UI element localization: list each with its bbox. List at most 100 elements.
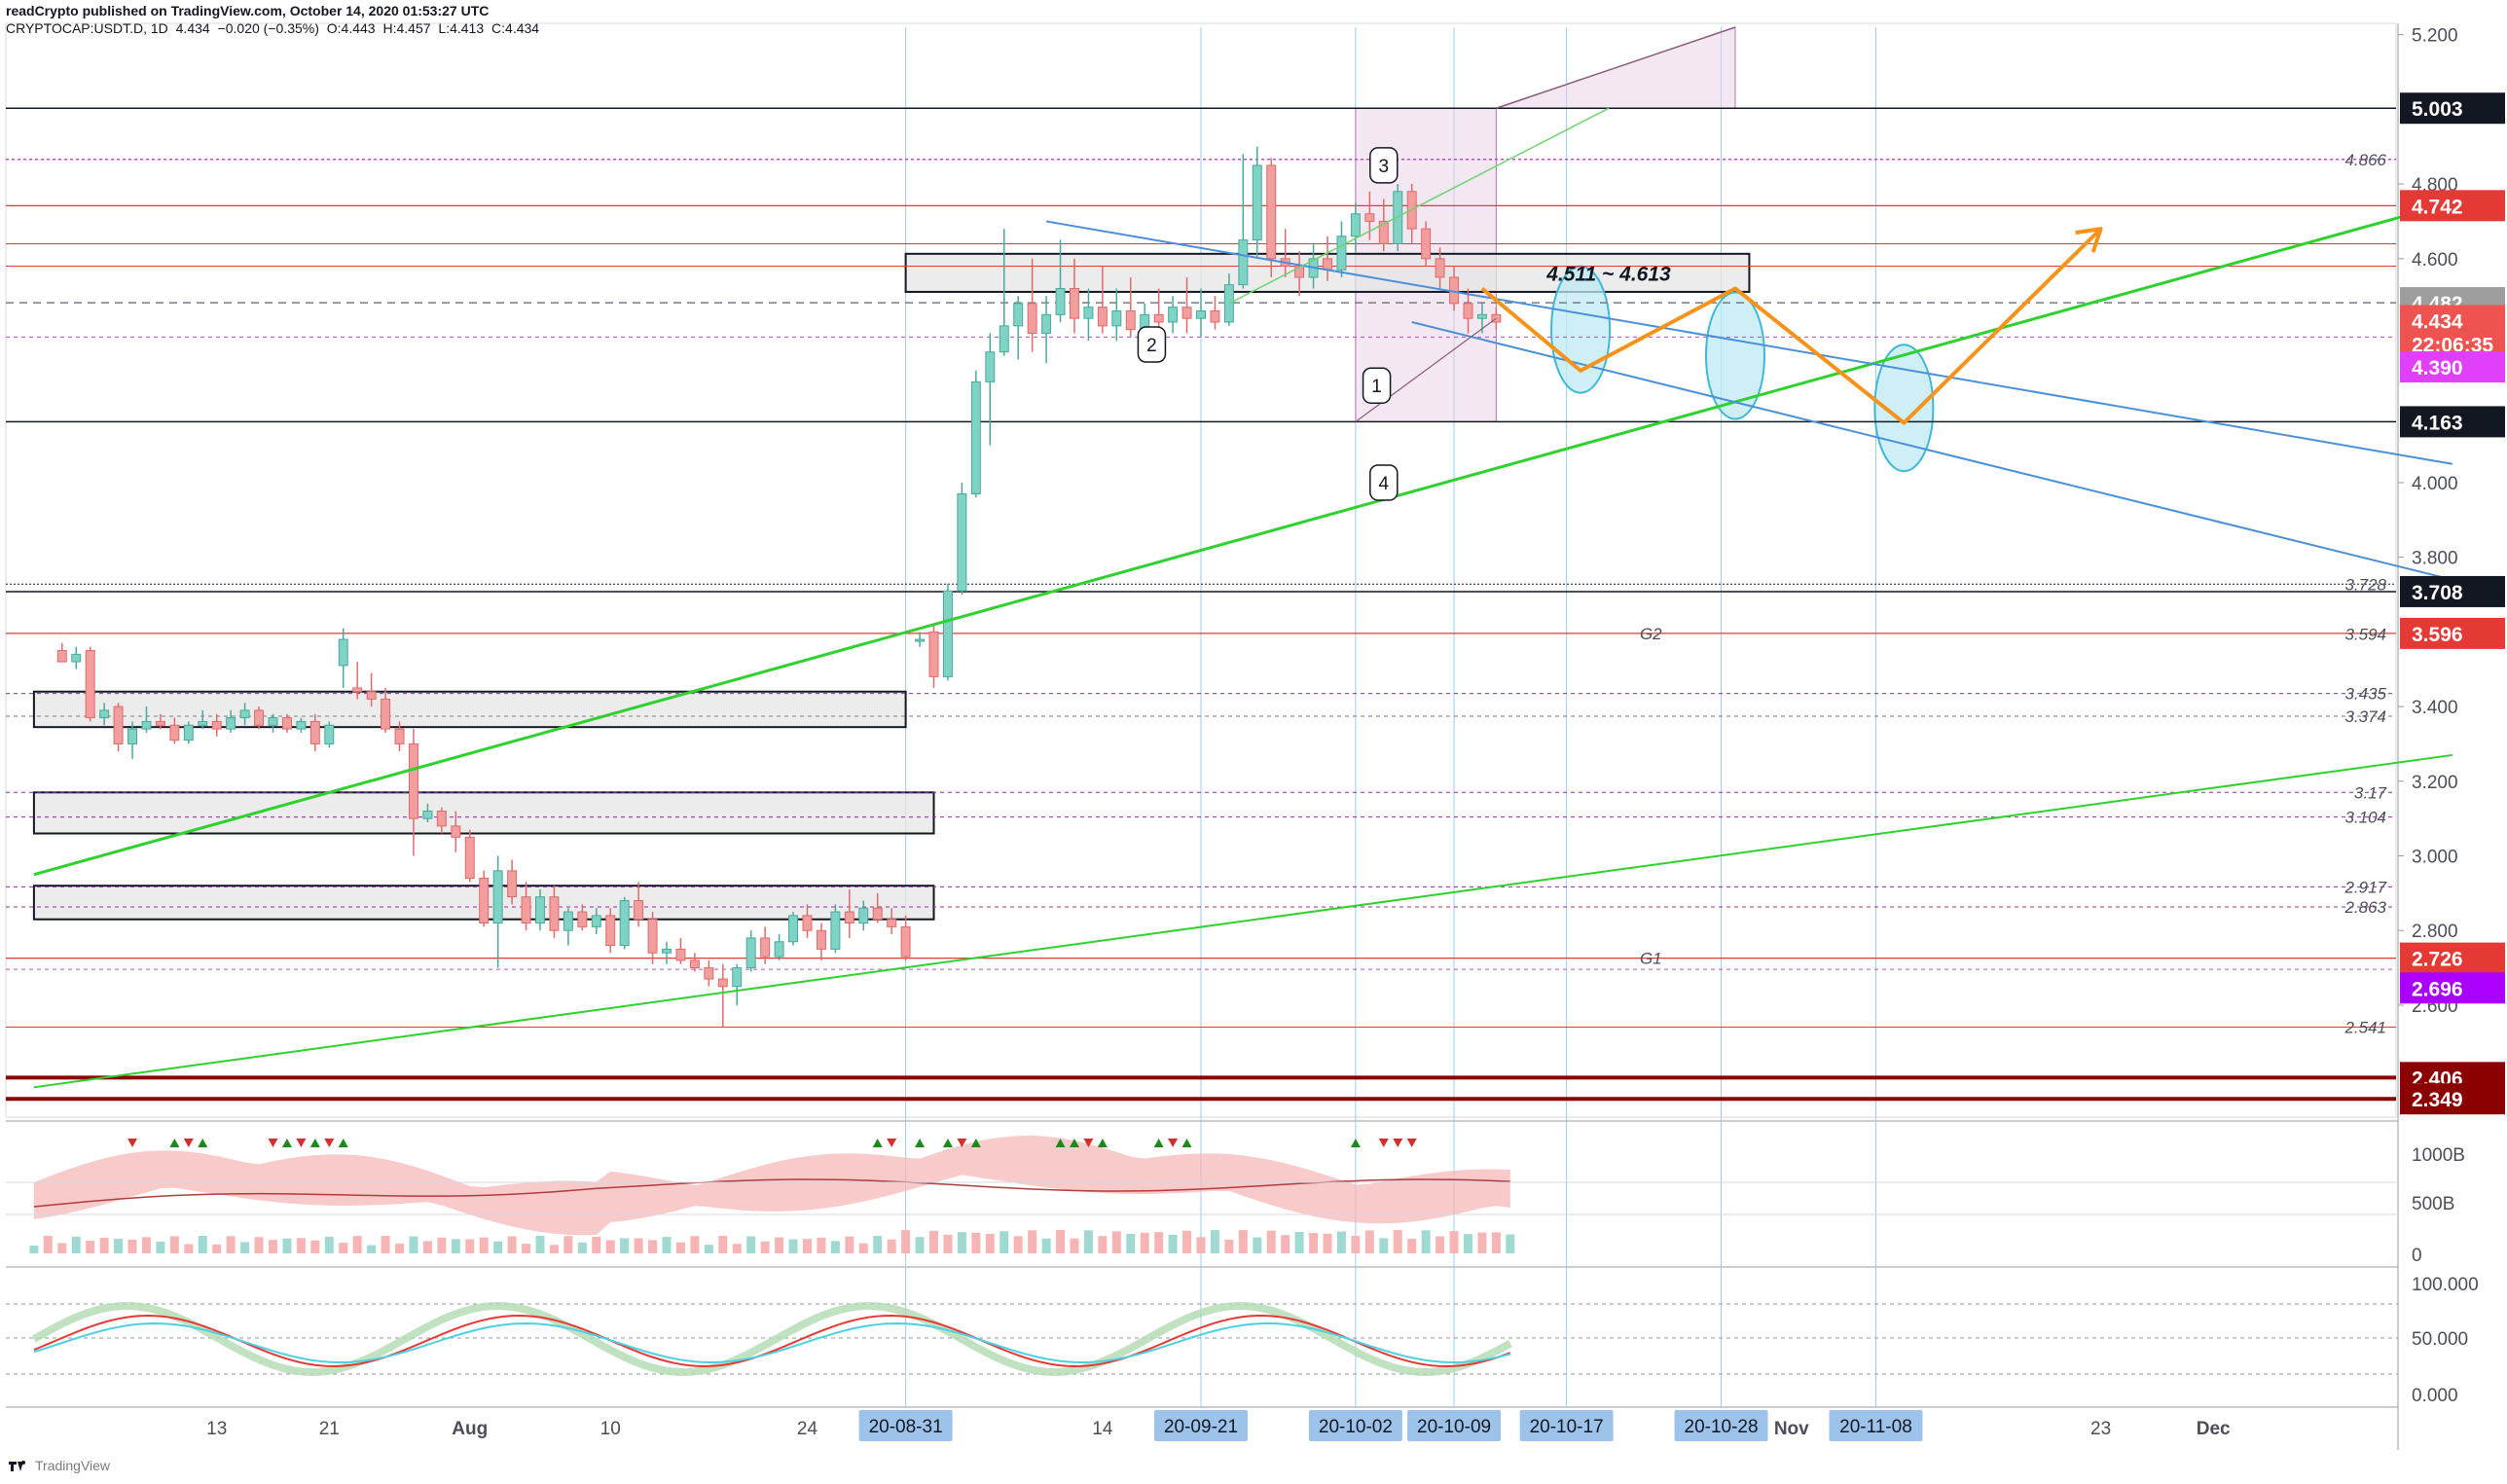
candle-body bbox=[732, 967, 743, 988]
buy-signal-icon bbox=[1097, 1139, 1108, 1147]
candle-body bbox=[535, 896, 545, 924]
price-tag-label: 2.696 bbox=[2412, 978, 2463, 1000]
y-tick-label: 3.800 bbox=[2412, 549, 2458, 569]
candle-body bbox=[85, 650, 95, 719]
candle-body bbox=[211, 720, 222, 730]
x-tick-label: 24 bbox=[797, 1419, 818, 1439]
volume-bar bbox=[29, 1246, 39, 1253]
candle-body bbox=[183, 724, 194, 742]
candle-body bbox=[717, 978, 728, 988]
volume-bar bbox=[99, 1238, 109, 1253]
candle-body bbox=[999, 325, 1009, 353]
price-tag bbox=[2400, 1083, 2505, 1115]
candle-body bbox=[198, 720, 208, 726]
candle-body bbox=[113, 706, 124, 744]
candle-body bbox=[774, 941, 784, 958]
price-tag-label: 3.596 bbox=[2412, 624, 2463, 646]
volume-bar bbox=[1336, 1231, 1346, 1253]
price-tag-label: 4.390 bbox=[2412, 357, 2463, 380]
price-tag bbox=[2400, 351, 2505, 383]
volume-bar bbox=[775, 1237, 784, 1253]
level-value-label: 3.594 bbox=[2344, 626, 2386, 644]
candle-body bbox=[704, 967, 714, 980]
candle-body bbox=[1421, 228, 1432, 260]
candle-body bbox=[1476, 313, 1487, 319]
volume-bar bbox=[381, 1236, 390, 1253]
volume-bar bbox=[324, 1236, 334, 1253]
buy-signal-icon bbox=[281, 1139, 292, 1147]
candle-body bbox=[254, 709, 265, 726]
date-badge-label: 20-09-21 bbox=[1164, 1417, 1238, 1437]
volume-bar bbox=[1379, 1238, 1389, 1253]
volume-bar bbox=[1477, 1232, 1487, 1253]
x-tick-label: Aug bbox=[452, 1419, 488, 1439]
tradingview-logo-icon[interactable] bbox=[8, 1459, 29, 1472]
callout-box bbox=[1369, 464, 1399, 501]
level-value-label: 3.728 bbox=[2344, 575, 2386, 594]
candle-body bbox=[309, 720, 320, 744]
volume-bar bbox=[1111, 1231, 1121, 1253]
volume-bar bbox=[226, 1236, 236, 1253]
volume-bar bbox=[634, 1238, 643, 1253]
volume-bar bbox=[339, 1243, 348, 1253]
buy-signal-icon bbox=[309, 1139, 320, 1147]
stoch-d-line bbox=[33, 1314, 1511, 1367]
volume-bar bbox=[1154, 1232, 1164, 1253]
candle-body bbox=[1378, 220, 1389, 244]
volume-bar bbox=[858, 1243, 868, 1253]
candle-body bbox=[99, 709, 110, 719]
buy-signal-icon bbox=[1055, 1139, 1066, 1147]
sell-signal-icon bbox=[1406, 1139, 1417, 1147]
volume-bar bbox=[535, 1236, 545, 1253]
candle-body bbox=[155, 720, 165, 726]
volume-bar bbox=[451, 1239, 460, 1253]
high-value: H:4.457 bbox=[382, 20, 431, 36]
candle-body bbox=[464, 836, 475, 880]
pink-diagonal bbox=[1496, 26, 1736, 109]
volume-bar bbox=[620, 1238, 630, 1253]
volume-bar bbox=[999, 1231, 1009, 1253]
candle-body bbox=[1223, 284, 1234, 323]
candle-body bbox=[872, 907, 883, 921]
volume-bar bbox=[169, 1236, 179, 1253]
stoch-k-band bbox=[31, 1301, 1512, 1377]
level-value-label: 3.435 bbox=[2344, 685, 2386, 704]
volume-bar bbox=[1491, 1232, 1501, 1253]
chart-header: readCrypto published on TradingView.com,… bbox=[6, 2, 543, 37]
volume-bar bbox=[1098, 1236, 1108, 1253]
candle-body bbox=[844, 911, 854, 924]
sell-signal-icon bbox=[127, 1139, 138, 1147]
candle-body bbox=[1435, 258, 1445, 278]
price-tag-label: 5.003 bbox=[2412, 98, 2463, 121]
symbol-label[interactable]: CRYPTOCAP:USDT.D, 1D bbox=[6, 20, 168, 36]
close-value: C:4.434 bbox=[491, 20, 540, 36]
date-badge-label: 20-11-08 bbox=[1839, 1417, 1912, 1437]
candle-body bbox=[647, 919, 658, 954]
date-badge bbox=[1519, 1410, 1614, 1441]
volume-bar bbox=[127, 1239, 137, 1253]
sell-signal-icon bbox=[1083, 1139, 1094, 1147]
y-tick-label: 4.600 bbox=[2412, 250, 2458, 271]
date-badge bbox=[1154, 1410, 1248, 1441]
volume-bar bbox=[1506, 1234, 1515, 1253]
candle-body bbox=[1210, 310, 1220, 323]
green-thin-trendline bbox=[1228, 107, 1610, 305]
x-tick-label: 21 bbox=[319, 1419, 340, 1439]
candle-body bbox=[1069, 287, 1079, 319]
price-tag bbox=[2400, 92, 2505, 125]
candle-body bbox=[127, 728, 138, 744]
buy-signal-icon bbox=[338, 1139, 348, 1147]
candle-body bbox=[492, 870, 503, 924]
sell-signal-icon bbox=[1393, 1139, 1403, 1147]
volume-bar bbox=[1238, 1230, 1248, 1253]
candle-body bbox=[1041, 313, 1052, 335]
y-tick-label: 4.000 bbox=[2412, 474, 2458, 494]
candle-body bbox=[689, 959, 700, 969]
candle-body bbox=[1125, 310, 1136, 331]
date-badge-label: 20-10-09 bbox=[1417, 1417, 1491, 1437]
volume-bar bbox=[1393, 1230, 1402, 1253]
support-box bbox=[32, 690, 907, 729]
date-badge-label: 20-08-31 bbox=[869, 1417, 943, 1437]
candle-body bbox=[1364, 213, 1375, 222]
